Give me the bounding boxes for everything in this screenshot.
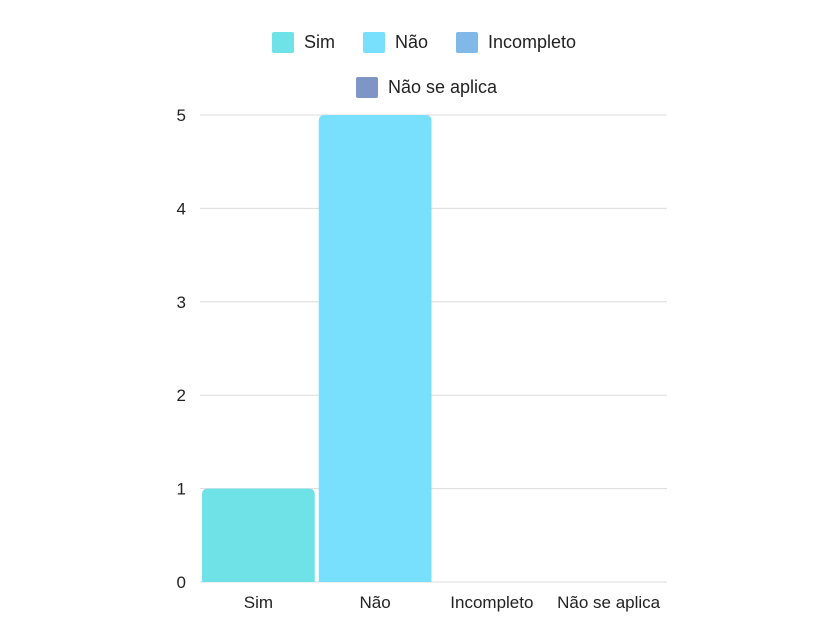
x-tick-label: Incompleto <box>450 593 533 612</box>
y-axis-ticks: 0 1 2 3 4 5 <box>177 106 186 592</box>
x-tick-label: Não <box>360 593 391 612</box>
y-tick-label: 2 <box>177 386 186 405</box>
legend: Sim Não Incompleto Não se aplica <box>272 32 576 98</box>
legend-label-nao: Não <box>395 32 428 52</box>
y-tick-label: 3 <box>177 293 186 312</box>
legend-label-sim: Sim <box>304 32 335 52</box>
legend-swatch-nao <box>363 32 385 53</box>
legend-label-nao-se-aplica: Não se aplica <box>388 77 498 97</box>
x-tick-label: Sim <box>244 593 273 612</box>
y-tick-label: 5 <box>177 106 186 125</box>
legend-label-incompleto: Incompleto <box>488 32 576 52</box>
legend-swatch-nao-se-aplica <box>356 77 378 98</box>
x-tick-label: Não se aplica <box>557 593 661 612</box>
bars <box>202 115 432 582</box>
bar-1 <box>318 115 432 582</box>
y-tick-label: 0 <box>177 573 186 592</box>
bar-0 <box>202 488 315 582</box>
y-tick-label: 4 <box>177 199 186 218</box>
y-tick-label: 1 <box>177 480 186 499</box>
legend-swatch-sim <box>272 32 294 53</box>
legend-swatch-incompleto <box>456 32 478 53</box>
x-axis-labels: Sim Não Incompleto Não se aplica <box>244 593 661 612</box>
